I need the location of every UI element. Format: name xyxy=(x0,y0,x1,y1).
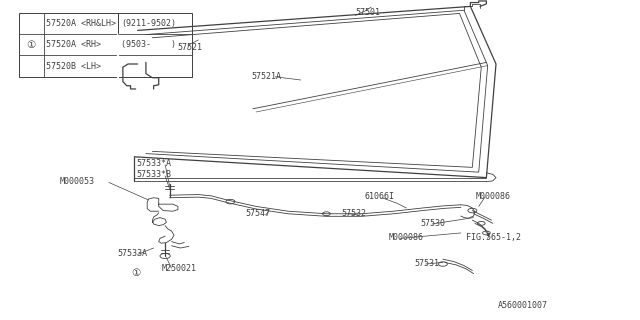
Text: 61066I: 61066I xyxy=(365,192,395,201)
Text: 57533A: 57533A xyxy=(117,249,147,258)
Text: M000086: M000086 xyxy=(389,233,424,242)
Text: ①: ① xyxy=(132,268,141,278)
Bar xyxy=(19,13,192,77)
Text: FIG.565-1,2: FIG.565-1,2 xyxy=(466,233,521,242)
Text: M250021: M250021 xyxy=(162,264,197,273)
Text: 57521A: 57521A xyxy=(252,72,282,81)
Text: 57532: 57532 xyxy=(341,209,366,218)
Text: ①: ① xyxy=(27,40,36,50)
Text: 57520A <RH>: 57520A <RH> xyxy=(46,40,101,49)
Text: 57533*B: 57533*B xyxy=(136,170,172,179)
Text: M000053: M000053 xyxy=(60,177,95,186)
Text: A560001007: A560001007 xyxy=(498,301,548,310)
Text: 57520A <RH&LH>: 57520A <RH&LH> xyxy=(46,19,116,28)
Text: 57530: 57530 xyxy=(420,219,445,228)
Text: M000086: M000086 xyxy=(476,192,511,201)
Text: 57531: 57531 xyxy=(415,259,440,268)
Text: 57533*A: 57533*A xyxy=(136,159,172,168)
Text: 57520B <LH>: 57520B <LH> xyxy=(46,62,101,71)
Text: (9211-9502): (9211-9502) xyxy=(121,19,176,28)
Text: (9503-    ): (9503- ) xyxy=(121,40,176,49)
Text: 57547: 57547 xyxy=(245,209,270,218)
Text: 57501: 57501 xyxy=(355,8,380,17)
Text: 57521: 57521 xyxy=(177,43,202,52)
